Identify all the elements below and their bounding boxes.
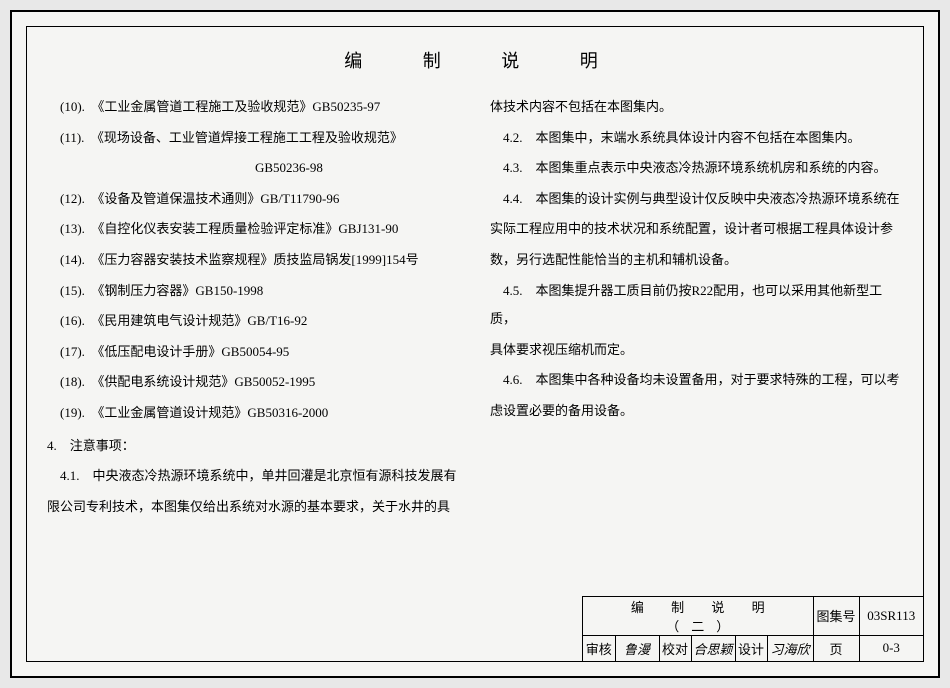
section-4-1-cont: 限公司专利技术，本图集仅给出系统对水源的基本要求，关于水井的具 [47,493,460,522]
ref-item-15: (15). 《钢制压力容器》GB150-1998 [47,277,460,306]
left-column: (10). 《工业金属管道工程施工及验收规范》GB50235-97 (11). … [47,93,460,523]
title-block-row-1: 编 制 说 明 （二） 图集号 03SR113 [583,597,923,636]
section-4-6b: 虑设置必要的备用设备。 [490,397,903,426]
tb-doc-title: 编 制 说 明 （二） [583,597,813,636]
tb-review-sig: 鲁漫 [615,635,659,661]
tb-check-sig: 合思颖 [691,635,735,661]
section-4-4a: 4.4. 本图集的设计实例与典型设计仅反映中央液态冷热源环境系统在 [490,185,903,214]
section-4-5a: 4.5. 本图集提升器工质目前仍按R22配用，也可以采用其他新型工质， [490,277,903,334]
ref-item-11-code: GB50236-98 [47,154,460,183]
content-columns: (10). 《工业金属管道工程施工及验收规范》GB50235-97 (11). … [27,83,923,523]
tb-design-label: 设计 [735,635,767,661]
page-frame: 编 制 说 明 (10). 《工业金属管道工程施工及验收规范》GB50235-9… [10,10,940,678]
tb-design-sig: 习海欣 [767,635,813,661]
title-block-table: 编 制 说 明 （二） 图集号 03SR113 审核 鲁漫 校对 合思颖 设计 … [583,597,923,662]
ref-item-13: (13). 《自控化仪表安装工程质量检验评定标准》GBJ131-90 [47,215,460,244]
section-4-1: 4.1. 中央液态冷热源环境系统中，单井回灌是北京恒有源科技发展有 [47,462,460,491]
section-4-title: 4. 注意事项： [47,432,460,461]
section-4-4c: 数，另行选配性能恰当的主机和辅机设备。 [490,246,903,275]
ref-item-10: (10). 《工业金属管道工程施工及验收规范》GB50235-97 [47,93,460,122]
tb-setcode-value: 03SR113 [859,597,923,636]
ref-item-17: (17). 《低压配电设计手册》GB50054-95 [47,338,460,367]
section-4-5b: 具体要求视压缩机而定。 [490,336,903,365]
ref-item-12: (12). 《设备及管道保温技术通则》GB/T11790-96 [47,185,460,214]
title-block: 编 制 说 明 （二） 图集号 03SR113 审核 鲁漫 校对 合思颖 设计 … [582,596,923,662]
tb-setcode-label: 图集号 [813,597,859,636]
title-block-row-2: 审核 鲁漫 校对 合思颖 设计 习海欣 页 0-3 [583,635,923,661]
section-4-2: 4.2. 本图集中，末端水系统具体设计内容不包括在本图集内。 [490,124,903,153]
document-title: 编 制 说 明 [47,27,923,83]
ref-item-11: (11). 《现场设备、工业管道焊接工程施工工程及验收规范》 [47,124,460,153]
ref-item-14: (14). 《压力容器安装技术监察规程》质技监局锅发[1999]154号 [47,246,460,275]
section-4-4b: 实际工程应用中的技术状况和系统配置，设计者可根据工程具体设计参 [490,215,903,244]
tb-check-label: 校对 [659,635,691,661]
ref-item-16: (16). 《民用建筑电气设计规范》GB/T16-92 [47,307,460,336]
section-4-3: 4.3. 本图集重点表示中央液态冷热源环境系统机房和系统的内容。 [490,154,903,183]
right-continuation: 体技术内容不包括在本图集内。 [490,93,903,122]
ref-item-18: (18). 《供配电系统设计规范》GB50052-1995 [47,368,460,397]
right-column: 体技术内容不包括在本图集内。 4.2. 本图集中，末端水系统具体设计内容不包括在… [490,93,903,523]
tb-review-label: 审核 [583,635,615,661]
tb-page-number: 0-3 [859,635,923,661]
inner-frame: 编 制 说 明 (10). 《工业金属管道工程施工及验收规范》GB50235-9… [26,26,924,662]
ref-item-19: (19). 《工业金属管道设计规范》GB50316-2000 [47,399,460,428]
tb-page-label: 页 [813,635,859,661]
section-4-6a: 4.6. 本图集中各种设备均未设置备用，对于要求特殊的工程，可以考 [490,366,903,395]
